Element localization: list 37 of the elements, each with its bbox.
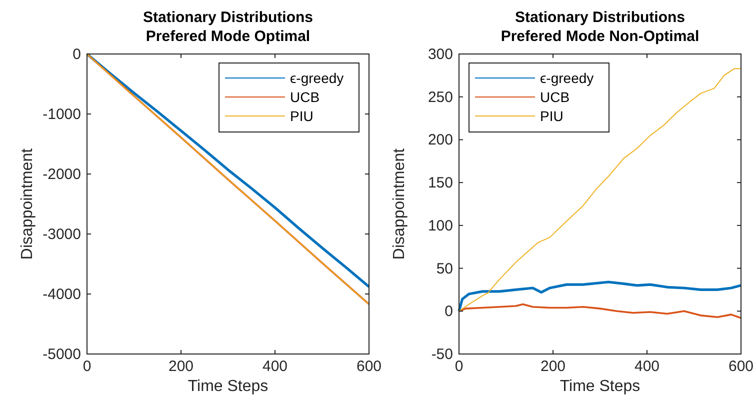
y-tick-label: -2000 xyxy=(42,166,81,183)
x-tick-label: 200 xyxy=(540,358,566,375)
line-series xyxy=(458,68,742,312)
y-tick-label: 50 xyxy=(436,260,453,278)
x-tick-label: 0 xyxy=(82,358,92,375)
x-tick-label: 0 xyxy=(454,358,464,375)
line-series xyxy=(458,303,742,319)
y-tick-label: 150 xyxy=(428,174,453,192)
line-series xyxy=(458,280,742,312)
y-tick-label: -1000 xyxy=(42,106,81,123)
y-axis-title: Disappointment xyxy=(391,148,408,260)
x-tick-label: 400 xyxy=(262,358,288,375)
y-tick-label: -5000 xyxy=(42,346,81,363)
x-tick-label: 600 xyxy=(356,358,382,375)
y-axis-title: Disappointment xyxy=(19,148,36,260)
y-tick-label: 0 xyxy=(72,46,81,63)
legend-label: PIU xyxy=(290,108,314,124)
y-tick-label: -3000 xyxy=(42,226,81,243)
y-tick-label: 100 xyxy=(428,217,453,234)
y-tick-label: -50 xyxy=(431,346,453,363)
y-tick-label: 200 xyxy=(428,132,453,149)
chart-title: Stationary Distributions Prefered Mode Non-Optimal xyxy=(500,9,700,45)
y-tick-label: 300 xyxy=(428,46,453,63)
x-tick-label: 600 xyxy=(728,358,754,375)
legend-label: PIU xyxy=(540,108,564,124)
legend-label: UCB xyxy=(290,89,320,105)
y-tick-label: -4000 xyxy=(42,286,81,303)
legend-label: UCB xyxy=(540,89,570,105)
x-tick-label: 200 xyxy=(168,358,194,375)
x-axis-title: Time Steps xyxy=(188,378,268,395)
legend-label: ϵ-greedy xyxy=(540,70,594,86)
x-tick-label: 400 xyxy=(634,358,660,375)
chart-title: Stationary Distributions Prefered Mode Optimal xyxy=(142,9,314,45)
x-axis-title: Time Steps xyxy=(560,378,640,395)
legend-label: ϵ-greedy xyxy=(290,70,344,86)
y-tick-label: 250 xyxy=(428,88,453,106)
y-tick-label: 0 xyxy=(444,303,453,320)
